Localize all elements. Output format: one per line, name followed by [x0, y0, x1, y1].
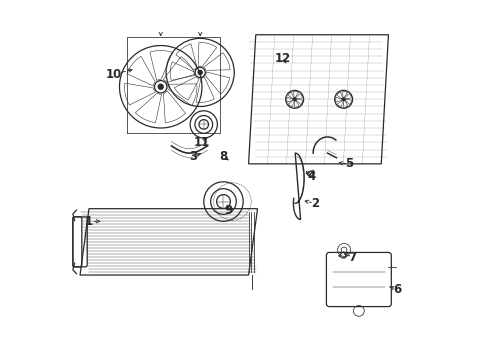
Text: 7: 7: [348, 251, 357, 264]
Circle shape: [198, 70, 202, 75]
Text: 8: 8: [220, 150, 228, 163]
Circle shape: [294, 99, 295, 100]
Text: 9: 9: [225, 204, 233, 217]
Circle shape: [158, 84, 163, 89]
Text: 6: 6: [393, 283, 401, 296]
Text: 10: 10: [106, 68, 122, 81]
Text: 4: 4: [307, 170, 316, 183]
Text: 1: 1: [85, 215, 93, 228]
Circle shape: [343, 99, 344, 100]
Text: 5: 5: [345, 157, 353, 170]
Text: 3: 3: [189, 150, 197, 163]
Text: 11: 11: [194, 136, 210, 149]
Text: 12: 12: [274, 51, 291, 64]
Text: 2: 2: [311, 197, 319, 210]
